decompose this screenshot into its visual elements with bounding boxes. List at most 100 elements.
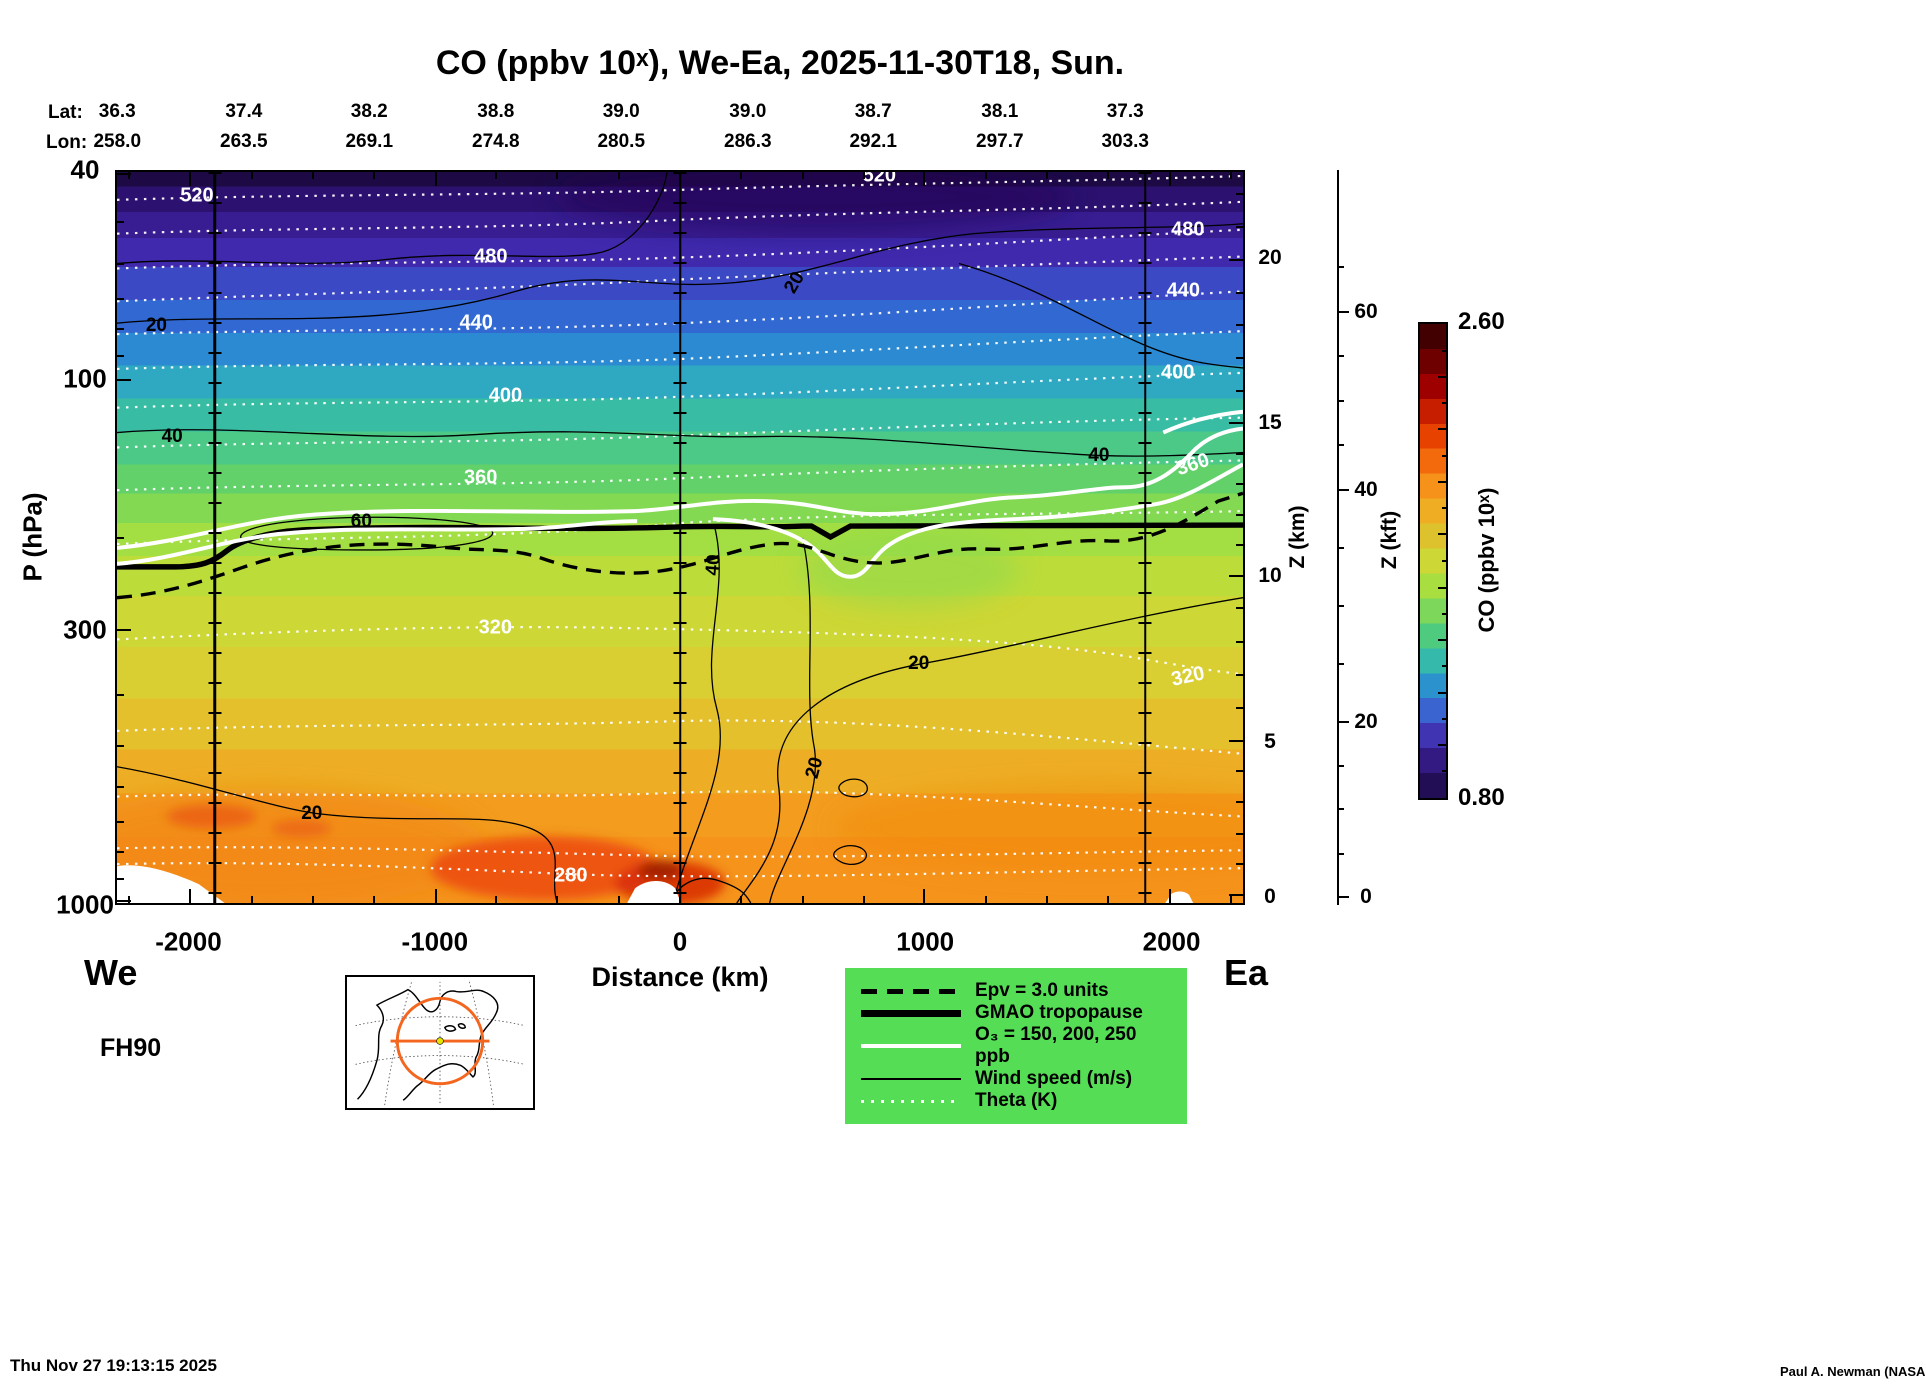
wind-contour-label: 20	[145, 315, 167, 337]
location-dot	[436, 1037, 444, 1045]
legend: Epv = 3.0 units GMAO tropopause O₃ = 150…	[845, 968, 1187, 1124]
legend-label-wind: Wind speed (m/s)	[975, 1068, 1133, 1089]
lon-value: 280.5	[597, 131, 646, 152]
wind-contour-labels: 20 40 60 20 40 40 20 20 20	[117, 172, 1243, 903]
wind-contour-label: 40	[161, 426, 183, 448]
lon-value: 263.5	[220, 131, 268, 152]
tick-mark	[1339, 852, 1344, 855]
coastline	[357, 988, 499, 1101]
tick-mark	[1442, 665, 1446, 668]
y-axis-title: P (hPa)	[17, 492, 48, 582]
theta-contour-labels: 520 520 480 480 440 440 400 400 360 360 320 320 280	[117, 172, 1243, 903]
lon-value: 274.8	[472, 131, 520, 152]
tick-mark	[1442, 402, 1446, 405]
lat-axis-caption: Lat:	[48, 102, 83, 123]
east-end-label: Ea	[1224, 952, 1269, 993]
theta-contour-label: 360	[464, 466, 498, 489]
epv-line-sample	[861, 988, 961, 994]
tick-mark	[1339, 354, 1344, 357]
zkm-tick-label: 20	[1258, 246, 1282, 270]
zkm-tick-label: 5	[1264, 729, 1276, 753]
theta-contour-label: 480	[474, 245, 508, 268]
lon-value: 269.1	[345, 131, 394, 152]
lon-value: 258.0	[93, 131, 142, 152]
tick-mark	[1442, 560, 1446, 562]
legend-row-theta: Theta (K)	[861, 1090, 1171, 1112]
zkft-tick-label: 20	[1354, 709, 1378, 733]
wind-contour-label: 20	[908, 652, 930, 674]
lat-value: 39.0	[729, 101, 767, 122]
lat-value: 38.8	[477, 101, 515, 122]
lon-value: 303.3	[1101, 131, 1149, 152]
zkm-tick-labels: 20 15 10 5 0	[1252, 170, 1288, 908]
theta-contour-label: 280	[554, 864, 588, 887]
y-tick-label: 40	[70, 154, 100, 185]
lat-value: 38.2	[350, 101, 388, 122]
wind-contour-label: 40	[1088, 444, 1110, 466]
inset-map	[345, 975, 535, 1110]
wind-contour-label: 40	[701, 553, 725, 576]
zkft-tick-labels: 60 40 20 0	[1352, 170, 1380, 908]
tick-mark	[1438, 428, 1446, 431]
tick-mark	[1339, 266, 1344, 269]
lon-value: 286.3	[724, 131, 772, 152]
y-tick-label: 100	[63, 363, 107, 394]
legend-row-o3: O₃ = 150, 200, 250 ppb	[861, 1024, 1171, 1068]
tick-mark	[1442, 454, 1446, 457]
colorbar	[1418, 322, 1448, 800]
theta-contour-label: 480	[1171, 218, 1205, 241]
x-tick-label: 2000	[1142, 926, 1201, 957]
zkm-tick-label: 15	[1258, 410, 1282, 434]
figure-title: CO (ppbv 10ˣ), We-Ea, 2025-11-30T18, Sun…	[435, 44, 1125, 82]
y-tick-labels: 40 100 300 1000	[56, 155, 114, 920]
tick-mark	[1442, 349, 1446, 352]
reference-line-center	[673, 172, 687, 903]
lat-value: 38.1	[981, 101, 1019, 122]
tick-mark	[1442, 507, 1446, 510]
tick-mark	[1438, 691, 1446, 694]
legend-label-theta: Theta (K)	[975, 1090, 1058, 1111]
lat-value: 36.3	[98, 101, 136, 122]
o3-line-sample	[861, 1044, 961, 1048]
theta-contours	[117, 174, 1243, 878]
legend-label-o3: O₃ = 150, 200, 250 ppb	[975, 1024, 1137, 1067]
tick-mark	[1339, 443, 1344, 446]
colorbar-min-label: 0.80	[1458, 784, 1505, 811]
zkft-axis-title: Z (kft)	[1378, 510, 1401, 570]
tick-mark	[1438, 480, 1446, 483]
theta-contour-label: 520	[862, 170, 896, 187]
zkm-tick-label: 10	[1258, 563, 1282, 587]
x-tick-label: 1000	[896, 926, 955, 957]
tick-mark	[1442, 717, 1446, 720]
reference-line-west	[208, 172, 222, 903]
epv-line	[117, 491, 1243, 600]
legend-row-epv: Epv = 3.0 units	[861, 980, 1171, 1002]
terrain-mask	[117, 865, 1194, 903]
zkm-tick-label: 0	[1264, 884, 1276, 908]
tick-mark	[1438, 533, 1446, 536]
wind-contour-label: 20	[780, 268, 809, 298]
wind-contours	[117, 172, 1243, 903]
y-tick-label: 1000	[56, 889, 114, 920]
x-tick-label: -2000	[155, 926, 222, 957]
legend-row-tropopause: GMAO tropopause	[861, 1002, 1171, 1024]
tick-mark	[1438, 744, 1446, 747]
west-end-label: We	[84, 952, 138, 993]
tick-mark	[1339, 399, 1344, 402]
colorbar-max-label: 2.60	[1458, 308, 1505, 335]
lon-value: 292.1	[849, 131, 897, 152]
tick-mark	[1339, 765, 1344, 768]
theta-contour-label: 520	[180, 184, 214, 207]
tick-mark	[1339, 604, 1344, 607]
y-tick-label: 300	[63, 614, 107, 645]
colorbar-title: CO (ppbv 10ˣ)	[1474, 487, 1499, 633]
lat-value: 37.4	[225, 101, 263, 122]
tick-mark	[1339, 310, 1349, 313]
zkft-tick-label: 40	[1354, 477, 1378, 501]
inset-map-svg	[355, 980, 525, 1106]
tick-mark	[1438, 375, 1446, 378]
plot-area: 520 520 480 480 440 440 400 400 360 360 320 320 280 …	[115, 170, 1245, 905]
theta-contour-label: 400	[488, 384, 523, 407]
tick-mark	[1339, 546, 1344, 549]
